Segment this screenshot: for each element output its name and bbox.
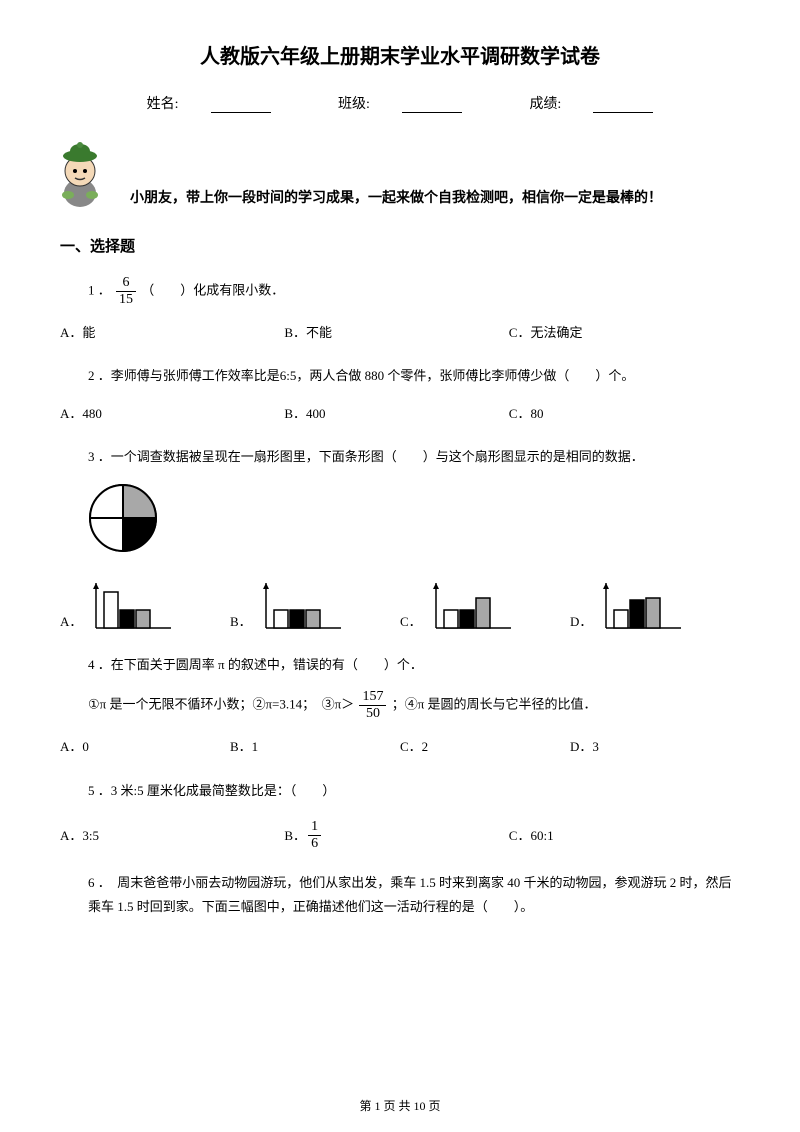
name-label: 姓名:	[131, 97, 287, 112]
q5-choice-b: B． 1 6	[284, 820, 508, 851]
q5-text: 5 ．3 米:5 厘米化成最简整数比是：（ ）	[88, 779, 740, 802]
q4-choice-d: D．3	[570, 735, 740, 758]
q4-line2-post: ；④π 是圆的周长与它半径的比值．	[392, 697, 597, 712]
q2-choice-b: B．400	[284, 402, 508, 425]
q4-line2-pre: ①π 是一个无限不循环小数；②π=3.14； ③π＞	[88, 697, 354, 712]
q3-choice-a: A．	[60, 578, 230, 633]
q5-choice-c: C．60:1	[509, 824, 733, 847]
q4-choice-a: A．0	[60, 735, 230, 758]
q3-text: 3 ．一个调查数据被呈现在一扇形图里，下面条形图（ ）与这个扇形图显示的是相同的…	[88, 445, 740, 468]
bar-chart-b-icon	[256, 578, 346, 633]
q4-text: 4 ．在下面关于圆周率 π 的叙述中，错误的有（ ）个．	[88, 653, 740, 676]
q5-choice-a: A．3:5	[60, 824, 284, 847]
question-5: 5 ．3 米:5 厘米化成最简整数比是：（ ） A．3:5 B． 1 6 C．6…	[60, 779, 740, 851]
mascot-icon	[50, 141, 110, 211]
q1-choice-a: A．能	[60, 321, 284, 344]
question-2: 2 ．李师傅与张师傅工作效率比是6:5，两人合做 880 个零件，张师傅比李师傅…	[60, 364, 740, 425]
q2-text-post: ，两人合做 880 个零件，张师傅比李师傅少做（ ）个。	[296, 368, 634, 383]
q3-choice-b: B．	[230, 578, 400, 633]
section-header: 一、选择题	[60, 235, 740, 256]
q1-fraction: 6 15	[116, 276, 136, 307]
q2-choice-c: C．80	[509, 402, 733, 425]
q2-choice-a: A．480	[60, 402, 284, 425]
class-label: 班级:	[322, 97, 478, 112]
bar-chart-a-icon	[86, 578, 176, 633]
q1-text: （ ）化成有限小数．	[141, 282, 284, 297]
q1-number: 1 ．	[88, 282, 111, 297]
q3-pie-chart	[88, 483, 740, 560]
q3-choice-d: D．	[570, 578, 740, 633]
q2-text-pre: 2 ．李师傅与张师傅工作效率比是	[88, 368, 280, 383]
question-1: 1 ． 6 15 （ ）化成有限小数． A．能 B．不能 C．无法确定	[60, 276, 740, 344]
bar-chart-c-icon	[426, 578, 516, 633]
score-label: 成绩:	[513, 97, 669, 112]
q4-choice-c: C．2	[400, 735, 570, 758]
question-4: 4 ．在下面关于圆周率 π 的叙述中，错误的有（ ）个． ①π 是一个无限不循环…	[60, 653, 740, 759]
q3-choice-c: C．	[400, 578, 570, 633]
q6-text: 6 ． 周末爸爸带小丽去动物园游玩，他们从家出发，乘车 1.5 时来到离家 40…	[88, 871, 740, 918]
question-6: 6 ． 周末爸爸带小丽去动物园游玩，他们从家出发，乘车 1.5 时来到离家 40…	[60, 871, 740, 918]
page-title: 人教版六年级上册期末学业水平调研数学试卷	[60, 40, 740, 69]
page-footer: 第 1 页 共 10 页	[0, 1097, 800, 1114]
bar-chart-d-icon	[596, 578, 686, 633]
question-3: 3 ．一个调查数据被呈现在一扇形图里，下面条形图（ ）与这个扇形图显示的是相同的…	[60, 445, 740, 633]
q2-ratio: 6:5	[280, 368, 297, 383]
q4-fraction: 157 50	[359, 690, 386, 721]
q4-choice-b: B．1	[230, 735, 400, 758]
q1-choice-b: B．不能	[284, 321, 508, 344]
encourage-text: 小朋友，带上你一段时间的学习成果，一起来做个自我检测吧，相信你一定是最棒的！	[130, 187, 740, 211]
info-row: 姓名: 班级: 成绩:	[60, 93, 740, 113]
q1-choice-c: C．无法确定	[509, 321, 733, 344]
